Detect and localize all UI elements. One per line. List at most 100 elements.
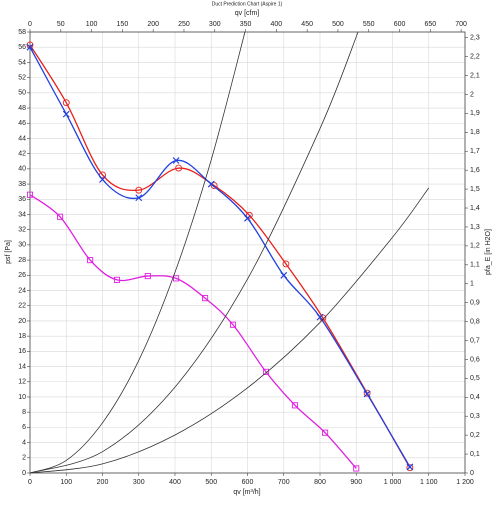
y-tick-label: 28 (18, 257, 26, 264)
x2-tick-label: 100 (86, 21, 98, 28)
x2-tick-label: 450 (301, 21, 313, 28)
point-marker (282, 260, 290, 268)
chart-title: Duct Prediction Chart (Aspire 1) (212, 1, 283, 7)
point-marker (172, 157, 180, 164)
y2-tick-label: 2,1 (470, 72, 480, 79)
y2-tick-label: 0,8 (470, 318, 480, 325)
y2-tick-label: 1,7 (470, 148, 480, 155)
point-marker (291, 402, 299, 409)
y-tick-label: 10 (18, 394, 26, 401)
x2-tick-label: 650 (424, 21, 436, 28)
y-tick-label: 48 (18, 105, 26, 112)
y2-tick-label: 1,8 (470, 129, 480, 136)
x2-tick-label: 250 (178, 21, 190, 28)
series-line (29, 187, 430, 474)
y2-tick-label: 0,4 (470, 394, 480, 401)
point-marker (244, 214, 251, 222)
y-tick-label: 56 (18, 44, 26, 51)
x2-tick-label: 50 (57, 21, 65, 28)
x-tick-label: 1 000 (384, 479, 402, 486)
point-marker (363, 390, 371, 398)
y2-tick-label: 1,9 (470, 110, 480, 117)
x-tick-label: 700 (278, 479, 290, 486)
y2-tick-label: 0,7 (470, 337, 480, 344)
point-marker (262, 368, 270, 375)
y2-axis-label: pfa_E [in H2O] (485, 229, 492, 275)
point-marker (26, 191, 34, 198)
point-marker (144, 273, 151, 280)
y-tick-label: 18 (18, 333, 26, 340)
y-tick-label: 20 (18, 318, 26, 325)
x2-tick-label: 0 (28, 21, 32, 28)
y-axis-label: psf [Pa] (5, 240, 12, 264)
point-marker (62, 99, 70, 107)
point-marker (363, 389, 371, 397)
point-marker (87, 257, 94, 264)
y-tick-label: 52 (18, 74, 26, 81)
point-marker (202, 295, 209, 302)
y2-tick-label: 0,3 (470, 413, 480, 420)
y-tick-label: 8 (22, 409, 26, 416)
y-tick-label: 50 (18, 90, 26, 97)
y-tick-label: 14 (18, 363, 26, 370)
y-tick-label: 40 (18, 166, 26, 173)
point-marker (173, 275, 180, 282)
y-tick-label: 44 (18, 135, 26, 142)
x2-tick-label: 500 (332, 21, 344, 28)
y-tick-label: 6 (22, 424, 26, 431)
y2-tick-label: 1,4 (470, 205, 480, 212)
x-tick-label: 100 (60, 479, 72, 486)
y-tick-label: 34 (18, 211, 26, 218)
series-line (29, 31, 359, 474)
y-tick-label: 54 (18, 59, 26, 66)
point-marker (229, 321, 237, 328)
y-tick-label: 42 (18, 150, 26, 157)
y2-tick-label: 1,1 (470, 262, 480, 269)
point-marker (113, 276, 121, 283)
point-marker (26, 43, 34, 51)
y-tick-label: 30 (18, 242, 26, 249)
y-tick-label: 4 (22, 439, 26, 446)
y-tick-label: 16 (18, 348, 26, 355)
plot-frame (29, 31, 466, 474)
y2-tick-label: 0,5 (470, 375, 480, 382)
point-marker (322, 429, 329, 436)
point-marker (135, 194, 143, 202)
y2-tick-label: 2,2 (470, 53, 480, 60)
point-marker (210, 182, 218, 190)
y2-tick-label: 1,2 (470, 243, 480, 250)
y2-tick-label: 0,6 (470, 356, 480, 363)
x-tick-label: 1 100 (420, 479, 438, 486)
x-tick-label: 200 (97, 479, 109, 486)
y2-tick-label: 1,6 (470, 167, 480, 174)
y2-tick-label: 0,1 (470, 451, 480, 458)
y-tick-label: 0 (22, 470, 26, 477)
point-marker (207, 180, 215, 188)
x2-tick-label: 400 (271, 21, 283, 28)
y2-tick-label: 1,5 (470, 186, 480, 193)
x-tick-label: 900 (350, 479, 362, 486)
series-line (29, 31, 246, 474)
x-tick-label: 400 (169, 479, 181, 486)
x-tick-label: 0 (28, 479, 32, 486)
point-marker (316, 313, 324, 321)
y2-tick-label: 0,2 (470, 432, 480, 439)
x2-tick-label: 150 (117, 21, 129, 28)
y-tick-label: 12 (18, 379, 26, 386)
y2-tick-label: 2,3 (470, 35, 480, 42)
y-tick-label: 58 (18, 29, 26, 36)
point-marker (245, 211, 253, 219)
y2-tick-label: 1,3 (470, 224, 480, 231)
y2-tick-label: 0 (470, 470, 474, 477)
y-tick-label: 36 (18, 196, 26, 203)
y-tick-label: 2 (22, 455, 26, 462)
point-marker (57, 213, 64, 220)
y-tick-label: 32 (18, 227, 26, 234)
point-marker (280, 271, 288, 279)
y2-tick-label: 0,9 (470, 300, 480, 307)
x2-tick-label: 600 (394, 21, 406, 28)
x-tick-label: 800 (314, 479, 326, 486)
x2-tick-label: 300 (209, 21, 221, 28)
